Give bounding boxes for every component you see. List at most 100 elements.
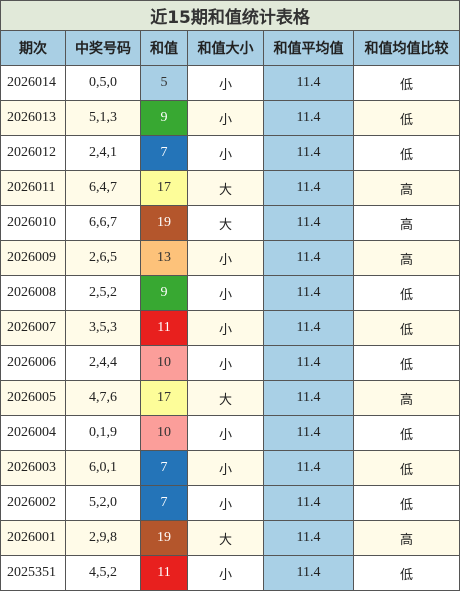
table-row: 2026010 6,6,7 19 大 11.4 高 xyxy=(0,205,460,241)
numbers-cell: 2,5,2 xyxy=(65,275,141,311)
avg-cell: 11.4 xyxy=(263,65,354,101)
compare-cell: 低 xyxy=(352,100,460,136)
avg-cell: 11.4 xyxy=(263,170,354,206)
compare-cell: 低 xyxy=(352,135,460,171)
period-cell: 2026012 xyxy=(0,135,66,171)
sum-cell: 9 xyxy=(140,100,188,136)
sum-cell: 19 xyxy=(140,205,188,241)
numbers-cell: 6,6,7 xyxy=(65,205,141,241)
period-cell: 2026002 xyxy=(0,485,66,521)
avg-cell: 11.4 xyxy=(263,555,354,591)
sum-cell: 10 xyxy=(140,345,188,381)
column-header: 和值平均值 xyxy=(263,30,354,66)
period-cell: 2026004 xyxy=(0,415,66,451)
size-cell: 小 xyxy=(187,100,264,136)
size-cell: 大 xyxy=(187,380,264,416)
compare-cell: 高 xyxy=(352,170,460,206)
table-row: 2026009 2,6,5 13 小 11.4 高 xyxy=(0,240,460,276)
numbers-cell: 6,4,7 xyxy=(65,170,141,206)
numbers-cell: 5,2,0 xyxy=(65,485,141,521)
sum-cell: 7 xyxy=(140,450,188,486)
numbers-cell: 4,7,6 xyxy=(65,380,141,416)
numbers-cell: 6,0,1 xyxy=(65,450,141,486)
numbers-cell: 0,1,9 xyxy=(65,415,141,451)
sum-cell: 13 xyxy=(140,240,188,276)
numbers-cell: 2,4,4 xyxy=(65,345,141,381)
table-body: 2026014 0,5,0 5 小 11.4 低 2026013 5,1,3 9 小 11.4 低 20… xyxy=(0,65,460,591)
compare-cell: 高 xyxy=(352,520,460,556)
avg-cell: 11.4 xyxy=(263,520,354,556)
numbers-cell: 3,5,3 xyxy=(65,310,141,346)
table-row: 2026014 0,5,0 5 小 11.4 低 xyxy=(0,65,460,101)
table-row: 2026013 5,1,3 9 小 11.4 低 xyxy=(0,100,460,136)
sum-cell: 11 xyxy=(140,310,188,346)
sum-cell: 19 xyxy=(140,520,188,556)
avg-cell: 11.4 xyxy=(263,415,354,451)
period-cell: 2026011 xyxy=(0,170,66,206)
sum-cell: 11 xyxy=(140,555,188,591)
table-row: 2026008 2,5,2 9 小 11.4 低 xyxy=(0,275,460,311)
avg-cell: 11.4 xyxy=(263,275,354,311)
period-cell: 2025351 xyxy=(0,555,66,591)
table-row: 2026002 5,2,0 7 小 11.4 低 xyxy=(0,485,460,521)
table-row: 2026005 4,7,6 17 大 11.4 高 xyxy=(0,380,460,416)
size-cell: 小 xyxy=(187,65,264,101)
size-cell: 小 xyxy=(187,555,264,591)
table-row: 2026004 0,1,9 10 小 11.4 低 xyxy=(0,415,460,451)
size-cell: 小 xyxy=(187,345,264,381)
period-cell: 2026007 xyxy=(0,310,66,346)
column-header: 中奖号码 xyxy=(65,30,141,66)
column-header: 期次 xyxy=(0,30,66,66)
compare-cell: 高 xyxy=(352,380,460,416)
size-cell: 小 xyxy=(187,275,264,311)
compare-cell: 低 xyxy=(352,555,460,591)
compare-cell: 低 xyxy=(352,485,460,521)
size-cell: 大 xyxy=(187,520,264,556)
numbers-cell: 4,5,2 xyxy=(65,555,141,591)
compare-cell: 高 xyxy=(352,205,460,241)
numbers-cell: 2,6,5 xyxy=(65,240,141,276)
period-cell: 2026005 xyxy=(0,380,66,416)
table-row: 2026012 2,4,1 7 小 11.4 低 xyxy=(0,135,460,171)
numbers-cell: 2,9,8 xyxy=(65,520,141,556)
size-cell: 大 xyxy=(187,170,264,206)
avg-cell: 11.4 xyxy=(263,345,354,381)
compare-cell: 低 xyxy=(352,450,460,486)
size-cell: 小 xyxy=(187,240,264,276)
sum-cell: 7 xyxy=(140,135,188,171)
table-row: 2026003 6,0,1 7 小 11.4 低 xyxy=(0,450,460,486)
table-row: 2025351 4,5,2 11 小 11.4 低 xyxy=(0,555,460,591)
column-header: 和值均值比较 xyxy=(352,30,460,66)
size-cell: 小 xyxy=(187,415,264,451)
avg-cell: 11.4 xyxy=(263,205,354,241)
column-header: 和值大小 xyxy=(187,30,264,66)
sum-cell: 9 xyxy=(140,275,188,311)
avg-cell: 11.4 xyxy=(263,310,354,346)
size-cell: 大 xyxy=(187,205,264,241)
header-row: 期次 中奖号码 和值 和值大小 和值平均值 和值均值比较 xyxy=(0,30,460,66)
compare-cell: 低 xyxy=(352,345,460,381)
table-row: 2026001 2,9,8 19 大 11.4 高 xyxy=(0,520,460,556)
compare-cell: 高 xyxy=(352,240,460,276)
period-cell: 2026008 xyxy=(0,275,66,311)
avg-cell: 11.4 xyxy=(263,240,354,276)
period-cell: 2026010 xyxy=(0,205,66,241)
avg-cell: 11.4 xyxy=(263,100,354,136)
avg-cell: 11.4 xyxy=(263,485,354,521)
compare-cell: 低 xyxy=(352,415,460,451)
size-cell: 小 xyxy=(187,450,264,486)
period-cell: 2026006 xyxy=(0,345,66,381)
table-title: 近15期和值统计表格 xyxy=(0,0,460,31)
period-cell: 2026003 xyxy=(0,450,66,486)
avg-cell: 11.4 xyxy=(263,380,354,416)
period-cell: 2026001 xyxy=(0,520,66,556)
size-cell: 小 xyxy=(187,485,264,521)
numbers-cell: 0,5,0 xyxy=(65,65,141,101)
table-row: 2026011 6,4,7 17 大 11.4 高 xyxy=(0,170,460,206)
sum-cell: 17 xyxy=(140,380,188,416)
numbers-cell: 5,1,3 xyxy=(65,100,141,136)
sum-cell: 7 xyxy=(140,485,188,521)
column-header: 和值 xyxy=(140,30,188,66)
avg-cell: 11.4 xyxy=(263,135,354,171)
